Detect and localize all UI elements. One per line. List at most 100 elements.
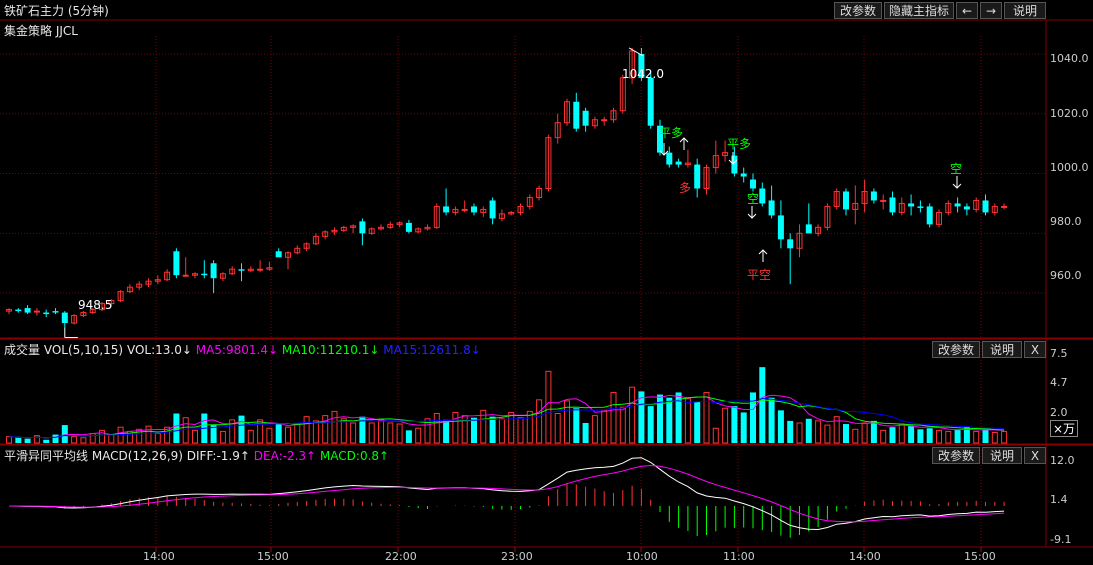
signal-long: 多: [679, 181, 692, 195]
volume-bar: [712, 427, 719, 444]
candle-body: [443, 206, 450, 213]
candle-body: [1001, 205, 1008, 208]
volume-bar: [154, 433, 161, 444]
signal-arrow: [659, 150, 669, 156]
candle-body: [824, 205, 831, 228]
time-tick: 11:00: [723, 550, 755, 563]
volume-bar: [433, 413, 440, 444]
signal-close-long: 平多: [727, 137, 752, 151]
candle-body: [247, 268, 254, 272]
volume-bar: [145, 425, 152, 444]
candle-body: [945, 202, 952, 213]
volume-bar: [229, 419, 236, 444]
volume-bar: [164, 426, 171, 444]
macd-help-button[interactable]: 说明: [982, 447, 1022, 464]
volume-unit-badge: ×万: [1050, 420, 1078, 437]
candle-body: [694, 164, 701, 189]
volume-bar: [675, 392, 682, 443]
volume-bar: [768, 397, 775, 443]
volume-bar: [833, 416, 840, 444]
volume-bar: [6, 436, 12, 444]
candle-body: [312, 235, 319, 245]
volume-bar: [322, 415, 329, 444]
candle-body: [526, 196, 533, 207]
volume-bar: [24, 438, 31, 443]
arrow-left-icon[interactable]: ←: [956, 2, 978, 19]
price-tick: 1040.0: [1050, 52, 1089, 65]
volume-bar: [750, 392, 756, 443]
volume-bar: [108, 434, 115, 444]
candle-body: [647, 77, 654, 126]
candle-body: [657, 125, 663, 153]
candle-body: [480, 208, 487, 213]
price-tick: 1000.0: [1050, 161, 1089, 174]
macd-tick: 1.4: [1050, 493, 1068, 506]
volume-bar: [694, 401, 701, 443]
volume-ma10-line: [8, 396, 1005, 439]
volume-bar: [294, 423, 301, 444]
candle-body: [43, 312, 50, 315]
candle-body: [15, 309, 22, 312]
volume-bar: [1001, 430, 1008, 444]
edit-params-button[interactable]: 改参数: [834, 2, 882, 19]
macd-value: MACD:0.8↑: [319, 449, 390, 463]
candle-body: [787, 239, 794, 249]
candle-body: [99, 303, 105, 311]
volume-bar: [703, 391, 710, 444]
volume-bar: [759, 367, 766, 443]
macd-dea: DEA:-2.3↑: [253, 449, 317, 463]
volume-bar: [815, 420, 822, 444]
hide-main-indicator-button[interactable]: 隐藏主指标: [884, 2, 954, 19]
help-button[interactable]: 说明: [1004, 2, 1046, 19]
candle-body: [852, 202, 859, 210]
candle-body: [917, 206, 924, 208]
candle-body: [71, 315, 78, 324]
volume-ma5: MA5:9801.4↓: [195, 343, 279, 357]
macd-edit-params-button[interactable]: 改参数: [932, 447, 980, 464]
volume-value: VOL:13.0↓: [126, 343, 192, 357]
volume-bar: [722, 407, 729, 444]
signal-arrow: [728, 159, 738, 165]
volume-bar: [573, 408, 580, 443]
volume-bar: [89, 433, 96, 444]
volume-bar: [498, 418, 505, 444]
macd-close-button[interactable]: X: [1024, 447, 1046, 464]
candle-body: [201, 273, 208, 276]
signal-arrow: [679, 137, 689, 143]
candle-body: [452, 208, 459, 213]
volume-ma10: MA10:11210.1↓: [281, 343, 380, 357]
volume-bar: [582, 422, 589, 443]
volume-bar: [517, 417, 524, 444]
volume-bar: [945, 430, 952, 444]
volume-bar: [954, 429, 961, 443]
candle-body: [684, 162, 691, 166]
candle-body: [117, 291, 124, 302]
candle-body: [405, 222, 412, 232]
candle-body: [415, 228, 422, 233]
time-tick: 14:00: [143, 550, 175, 563]
volume-bar: [275, 422, 282, 443]
volume-help-button[interactable]: 说明: [982, 341, 1022, 358]
candle-body: [619, 77, 626, 112]
candle-body: [350, 225, 357, 228]
macd-tick: 12.0: [1050, 454, 1075, 467]
candle-body: [954, 203, 961, 207]
volume-bar: [824, 424, 831, 444]
candle-body: [508, 211, 515, 215]
signal-close-long: 平多: [659, 126, 684, 140]
volume-bar: [480, 409, 487, 444]
low-price-label: 948.5: [78, 298, 113, 312]
volume-bar: [731, 406, 738, 443]
volume-bar: [415, 427, 422, 444]
time-tick: 14:00: [849, 550, 881, 563]
arrow-right-icon[interactable]: →: [980, 2, 1002, 19]
volume-edit-params-button[interactable]: 改参数: [932, 341, 980, 358]
candle-body: [154, 279, 161, 282]
candle-body: [759, 188, 766, 204]
volume-panel-title: 成交量 VOL(5,10,15) VOL:13.0↓ MA5:9801.4↓ M…: [4, 341, 481, 358]
candle-body: [126, 286, 133, 293]
candle-body: [777, 215, 784, 240]
volume-close-button[interactable]: X: [1024, 341, 1046, 358]
volume-bar: [601, 409, 608, 444]
